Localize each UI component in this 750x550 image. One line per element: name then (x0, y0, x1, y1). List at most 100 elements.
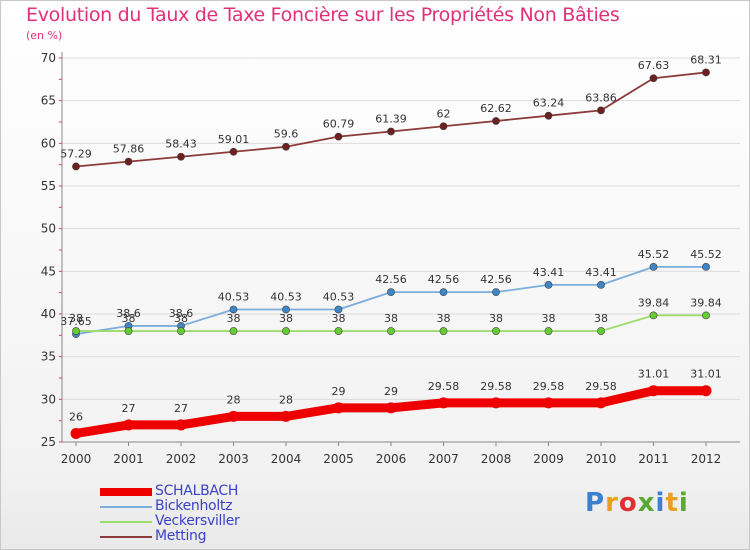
data-point (280, 410, 292, 422)
data-label: 63.24 (533, 97, 565, 110)
data-label: 38 (594, 312, 608, 325)
x-tick-label: 2008 (481, 452, 512, 466)
legend-swatch (100, 488, 152, 496)
y-tick-label: 30 (41, 392, 56, 406)
data-label: 38.6 (116, 307, 141, 320)
y-tick-label: 35 (41, 350, 56, 364)
data-point (439, 288, 448, 297)
data-label: 38 (279, 312, 293, 325)
y-tick-label: 25 (41, 435, 56, 449)
proxiti-logo: Proxiti (585, 488, 689, 518)
data-label: 29.58 (428, 380, 460, 393)
data-point (387, 288, 395, 297)
chart-unit: (en %) (26, 29, 63, 42)
data-point (492, 327, 500, 335)
data-label: 38 (332, 312, 346, 325)
legend-label: Bickenholtz (155, 498, 233, 514)
legend-label: SCHALBACH (155, 483, 239, 499)
x-tick-label: 2007 (428, 452, 459, 466)
data-label: 27 (174, 402, 188, 415)
y-tick-label: 55 (41, 179, 56, 193)
data-point (177, 327, 185, 335)
data-label: 61.39 (375, 112, 407, 125)
data-label: 62 (437, 107, 451, 120)
y-tick-label: 50 (41, 222, 56, 236)
data-point (387, 127, 395, 136)
data-point (72, 327, 80, 335)
data-label: 38 (174, 312, 188, 325)
data-label: 59.01 (218, 133, 250, 146)
data-point (543, 397, 554, 409)
logo-letter: P (585, 488, 606, 518)
y-tick-label: 70 (41, 51, 56, 65)
x-tick-label: 2009 (533, 452, 564, 466)
data-label: 28 (279, 393, 293, 406)
data-point (439, 122, 448, 131)
x-tick-label: 2005 (323, 452, 354, 466)
x-tick-label: 2011 (638, 452, 669, 466)
data-point (492, 117, 500, 125)
data-point (229, 305, 238, 314)
data-label: 29 (332, 385, 346, 398)
y-tick-label: 60 (41, 136, 56, 150)
data-label: 68.31 (690, 53, 722, 66)
data-point (649, 262, 658, 271)
data-point (334, 305, 343, 314)
data-label: 27 (122, 402, 136, 415)
data-point (595, 397, 607, 409)
data-point (492, 288, 500, 297)
data-point (387, 327, 395, 335)
data-point (124, 327, 133, 335)
data-point (177, 152, 185, 161)
x-tick-label: 2004 (271, 452, 302, 466)
data-point (702, 311, 710, 320)
x-tick-label: 2000 (61, 452, 92, 466)
legend-swatch (100, 536, 152, 538)
data-point (72, 162, 80, 171)
data-point (702, 68, 710, 77)
data-label: 37.65 (60, 315, 92, 328)
data-point (702, 262, 710, 271)
data-label: 45.52 (638, 248, 670, 261)
y-tick-label: 40 (41, 307, 56, 321)
data-label: 38.6 (169, 307, 194, 320)
data-label: 40.53 (270, 290, 302, 303)
logo-letter: i (655, 488, 666, 518)
data-label: 38 (542, 312, 556, 325)
logo-letter: i (678, 488, 689, 518)
data-point (649, 311, 658, 320)
data-label: 28 (227, 393, 241, 406)
logo-letter: o (618, 488, 638, 518)
x-tick-label: 2001 (113, 452, 144, 466)
data-label: 42.56 (480, 273, 512, 286)
data-point (334, 132, 343, 141)
data-label: 38 (384, 312, 398, 325)
data-label: 39.84 (690, 296, 722, 309)
data-label: 40.53 (218, 290, 250, 303)
data-label: 58.43 (165, 138, 197, 151)
data-label: 43.41 (585, 266, 617, 279)
data-point (648, 385, 659, 397)
data-label: 43.41 (533, 266, 565, 279)
data-label: 31.01 (638, 368, 670, 381)
data-label: 60.79 (323, 118, 355, 131)
data-label: 59.6 (274, 128, 299, 141)
data-point (700, 385, 712, 397)
data-label: 31.01 (690, 368, 722, 381)
data-point (70, 427, 82, 439)
x-tick-label: 2002 (166, 452, 197, 466)
y-tick-label: 65 (41, 94, 56, 108)
legend-swatch (100, 521, 152, 523)
data-label: 29.58 (585, 380, 617, 393)
data-point (228, 410, 239, 422)
x-tick-label: 2006 (376, 452, 407, 466)
data-label: 67.63 (638, 59, 670, 72)
data-label: 40.53 (323, 290, 355, 303)
data-label: 57.86 (113, 143, 145, 156)
data-point (282, 305, 290, 314)
data-label: 39.84 (638, 296, 670, 309)
data-label: 38 (489, 312, 503, 325)
data-point (597, 106, 605, 115)
logo-letter: r (605, 488, 619, 518)
